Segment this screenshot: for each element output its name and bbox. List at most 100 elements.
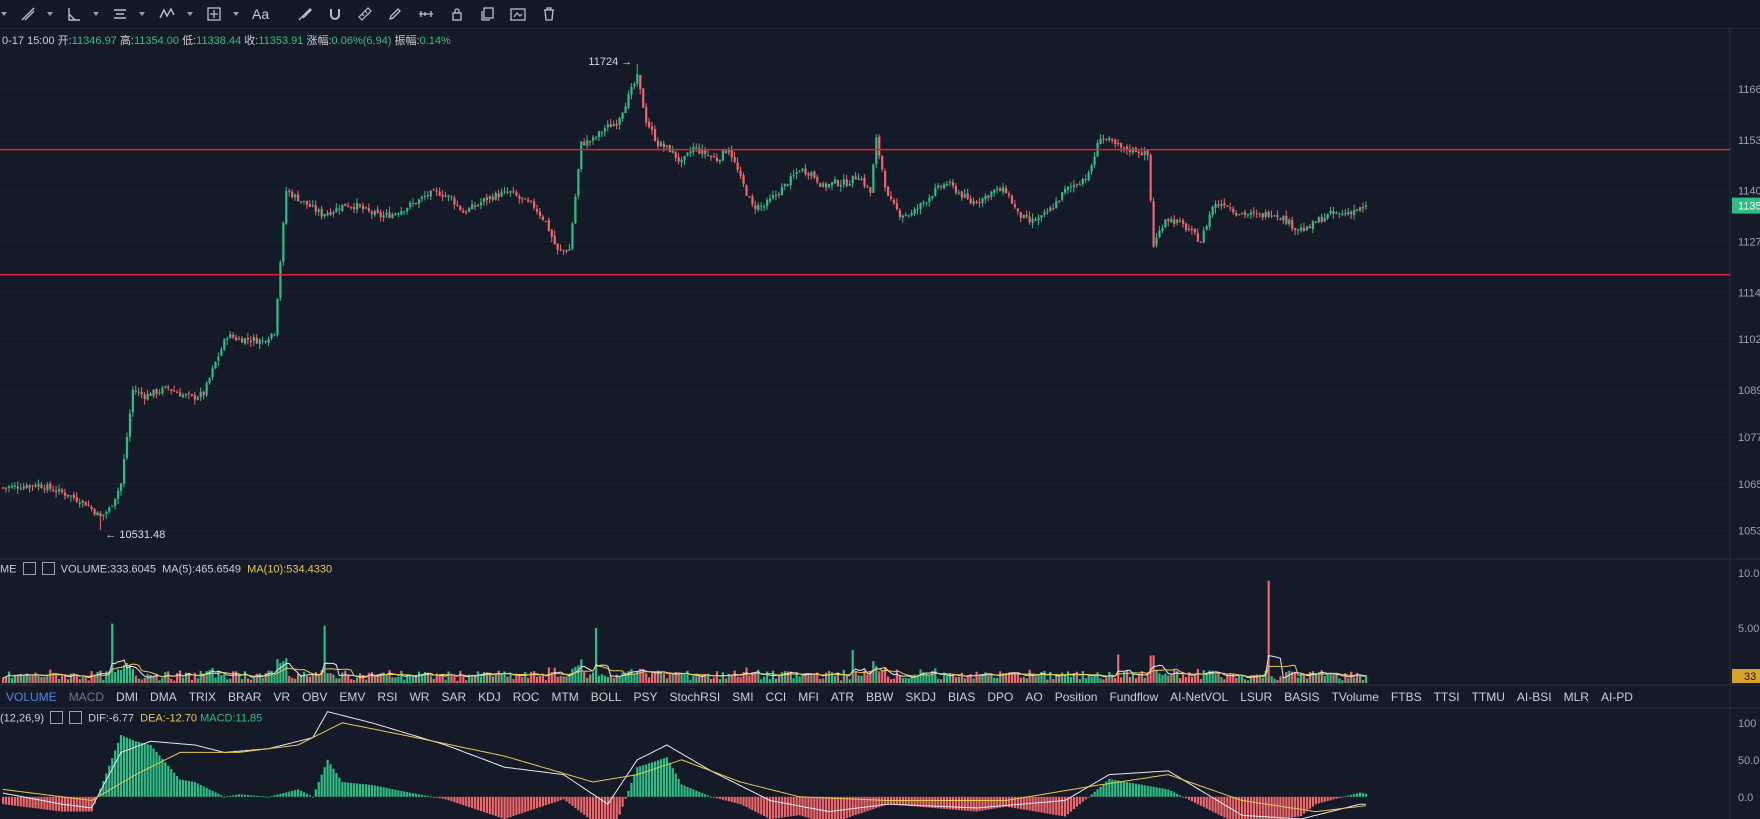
indicator-tab-volume[interactable]: VOLUME [6, 690, 57, 704]
indicator-tab-stochrsi[interactable]: StochRSI [669, 690, 721, 704]
indicator-tab-mlr[interactable]: MLR [1563, 690, 1589, 704]
macd-histogram-bar [341, 782, 344, 797]
angle-icon[interactable] [62, 3, 86, 25]
wave-icon[interactable] [154, 3, 180, 25]
indicator-tab-sar[interactable]: SAR [441, 690, 467, 704]
magnet-icon[interactable] [323, 3, 347, 25]
volume-bar [1010, 673, 1014, 683]
indicator-tab-ai-fdi[interactable]: AI-FDI [1639, 690, 1640, 704]
indicator-tab-emv[interactable]: EMV [339, 690, 366, 704]
crosshair-box-icon[interactable] [202, 3, 226, 25]
candle-body [509, 191, 512, 193]
caret-down-icon[interactable] [138, 3, 146, 25]
measure-icon[interactable] [413, 3, 439, 25]
caret-down-icon[interactable] [0, 3, 8, 25]
indicator-tab-vr[interactable]: VR [273, 690, 291, 704]
pencil-icon[interactable] [383, 3, 407, 25]
candle-body [721, 150, 724, 161]
volume-bar [1311, 671, 1314, 683]
candle-body [447, 195, 450, 197]
candle-body [518, 195, 521, 199]
indicator-tab-brar[interactable]: BRAR [228, 690, 262, 704]
indicator-tab-macd[interactable]: MACD [68, 690, 105, 704]
indicator-tab-mtm[interactable]: MTM [551, 690, 579, 704]
indicator-tab-kdj[interactable]: KDJ [478, 690, 501, 704]
indicator-tab-roc[interactable]: ROC [512, 690, 540, 704]
macd-histogram-bar [55, 796, 58, 811]
indicator-tab-ao[interactable]: AO [1025, 690, 1043, 704]
volume-bar [1264, 670, 1267, 683]
indicator-tab-lsur[interactable]: LSUR [1240, 690, 1273, 704]
volume-bar [1190, 676, 1194, 683]
indicator-tab-fundflow[interactable]: Fundflow [1109, 690, 1159, 704]
indicator-tab-mfi[interactable]: MFI [798, 690, 819, 704]
brush-icon[interactable] [293, 3, 317, 25]
volume-bar [1084, 678, 1087, 683]
trend-line-icon[interactable] [16, 3, 40, 25]
text-tool-icon[interactable]: Aa [252, 6, 270, 22]
indicator-tab-rsi[interactable]: RSI [377, 690, 398, 704]
indicator-tab-ai-netvol[interactable]: AI-NetVOL [1170, 690, 1229, 704]
indicator-tab-ttmu[interactable]: TTMU [1471, 690, 1505, 704]
macd-histogram-bar [999, 796, 1002, 808]
indicator-tab-ai-pd[interactable]: AI-PD [1600, 690, 1633, 704]
volume-bar [1344, 673, 1347, 683]
indicator-tab-dmi[interactable]: DMI [116, 690, 139, 704]
volume-bar [751, 672, 754, 683]
indicator-tab-dpo[interactable]: DPO [987, 690, 1014, 704]
macd-histogram-bar [329, 764, 332, 797]
macd-params: (12,26,9) [0, 712, 45, 725]
fib-lines-icon[interactable] [108, 3, 132, 25]
indicator-tab-dma[interactable]: DMA [150, 690, 177, 704]
candle-body [1025, 214, 1028, 217]
indicator-tab-smi[interactable]: SMI [732, 690, 754, 704]
candle-body [1326, 213, 1329, 219]
price-chart[interactable]: 1166 1153 1140 1127 1114 1102 1089 1077 1065 1053… [0, 28, 1760, 819]
macd-histogram-bar [571, 796, 574, 806]
candle-body [963, 194, 966, 198]
copy-icon[interactable] [475, 3, 499, 25]
macd-histogram-bar [698, 791, 701, 797]
indicator-tab-cci[interactable]: CCI [765, 690, 787, 704]
candle-body [1046, 211, 1049, 213]
candle-body [164, 386, 167, 388]
indicator-tab-psy[interactable]: PSY [633, 690, 658, 704]
settings-icon[interactable] [22, 562, 36, 575]
indicator-tab-bbw[interactable]: BBW [866, 690, 894, 704]
indicator-tab-bias[interactable]: BIAS [948, 690, 976, 704]
caret-down-icon[interactable] [46, 3, 54, 25]
indicator-tab-ftbs[interactable]: FTBS [1390, 690, 1422, 704]
lock-icon[interactable] [445, 3, 469, 25]
volume-bar [718, 679, 722, 683]
close-icon[interactable] [41, 562, 55, 575]
indicator-tab-basis[interactable]: BASIS [1284, 690, 1320, 704]
candle-body [181, 394, 185, 398]
volume-bar [766, 671, 769, 683]
indicator-tab-skdj[interactable]: SKDJ [905, 690, 937, 704]
indicator-tab-trix[interactable]: TRIX [188, 690, 217, 704]
indicator-tab-ai-bsi[interactable]: AI-BSI [1516, 690, 1552, 704]
screenshot-icon[interactable] [505, 3, 531, 25]
ruler-icon[interactable] [353, 3, 377, 25]
caret-down-icon[interactable] [232, 3, 240, 25]
caret-down-icon[interactable] [92, 3, 100, 25]
indicator-tab-obv[interactable]: OBV [302, 690, 328, 704]
candle-body [299, 201, 303, 203]
indicator-tab-boll[interactable]: BOLL [590, 690, 622, 704]
indicator-tab-atr[interactable]: ATR [830, 690, 854, 704]
candle-body [860, 178, 863, 180]
indicator-tab-wr[interactable]: WR [409, 690, 430, 704]
candle-body [1199, 241, 1202, 243]
close-icon[interactable] [69, 711, 83, 724]
caret-down-icon[interactable] [186, 3, 194, 25]
candle-body [243, 338, 247, 344]
settings-icon[interactable] [50, 711, 64, 724]
indicator-tab-ttsi[interactable]: TTSI [1433, 690, 1460, 704]
indicator-tab-tvolume[interactable]: TVolume [1331, 690, 1379, 704]
candle-body [81, 500, 84, 503]
volume-bar [96, 671, 99, 683]
indicator-tab-position[interactable]: Position [1054, 690, 1098, 704]
text-tool-icon[interactable] [279, 3, 287, 25]
trash-icon[interactable] [537, 3, 561, 25]
volume-bar [63, 674, 67, 683]
